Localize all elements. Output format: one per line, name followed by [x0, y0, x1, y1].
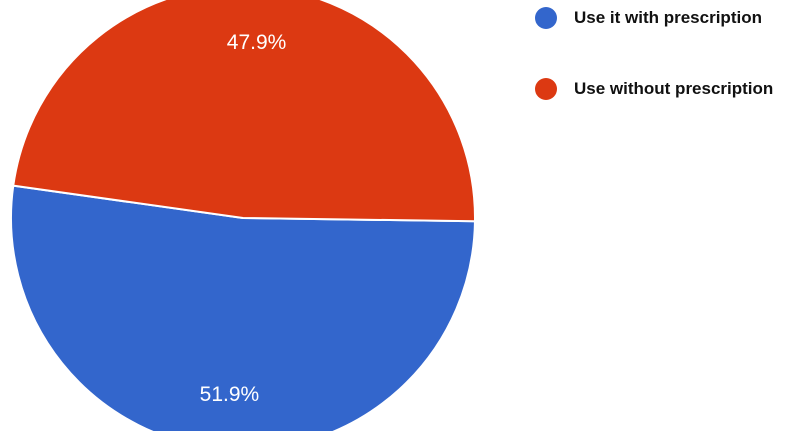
- legend-swatch-with-prescription: [535, 7, 557, 29]
- legend-label-without-prescription: Use without prescription: [574, 79, 774, 98]
- legend-item-with-prescription[interactable]: Use it with prescription: [535, 6, 773, 30]
- data-label-without-prescription: 47.9%: [227, 31, 287, 54]
- pie-data-labels: 51.9% 47.9%: [200, 31, 287, 406]
- legend-swatch-without-prescription: [535, 78, 557, 100]
- pie-slice-without-prescription[interactable]: [12, 0, 476, 223]
- pie-slices: [10, 0, 476, 431]
- pie-slice-with-prescription[interactable]: [10, 184, 476, 431]
- chart-legend: Use it with prescription Use without pre…: [535, 6, 773, 148]
- legend-item-without-prescription[interactable]: Use without prescription: [535, 77, 773, 101]
- legend-label-with-prescription: Use it with prescription: [574, 8, 762, 27]
- data-label-with-prescription: 51.9%: [200, 383, 260, 406]
